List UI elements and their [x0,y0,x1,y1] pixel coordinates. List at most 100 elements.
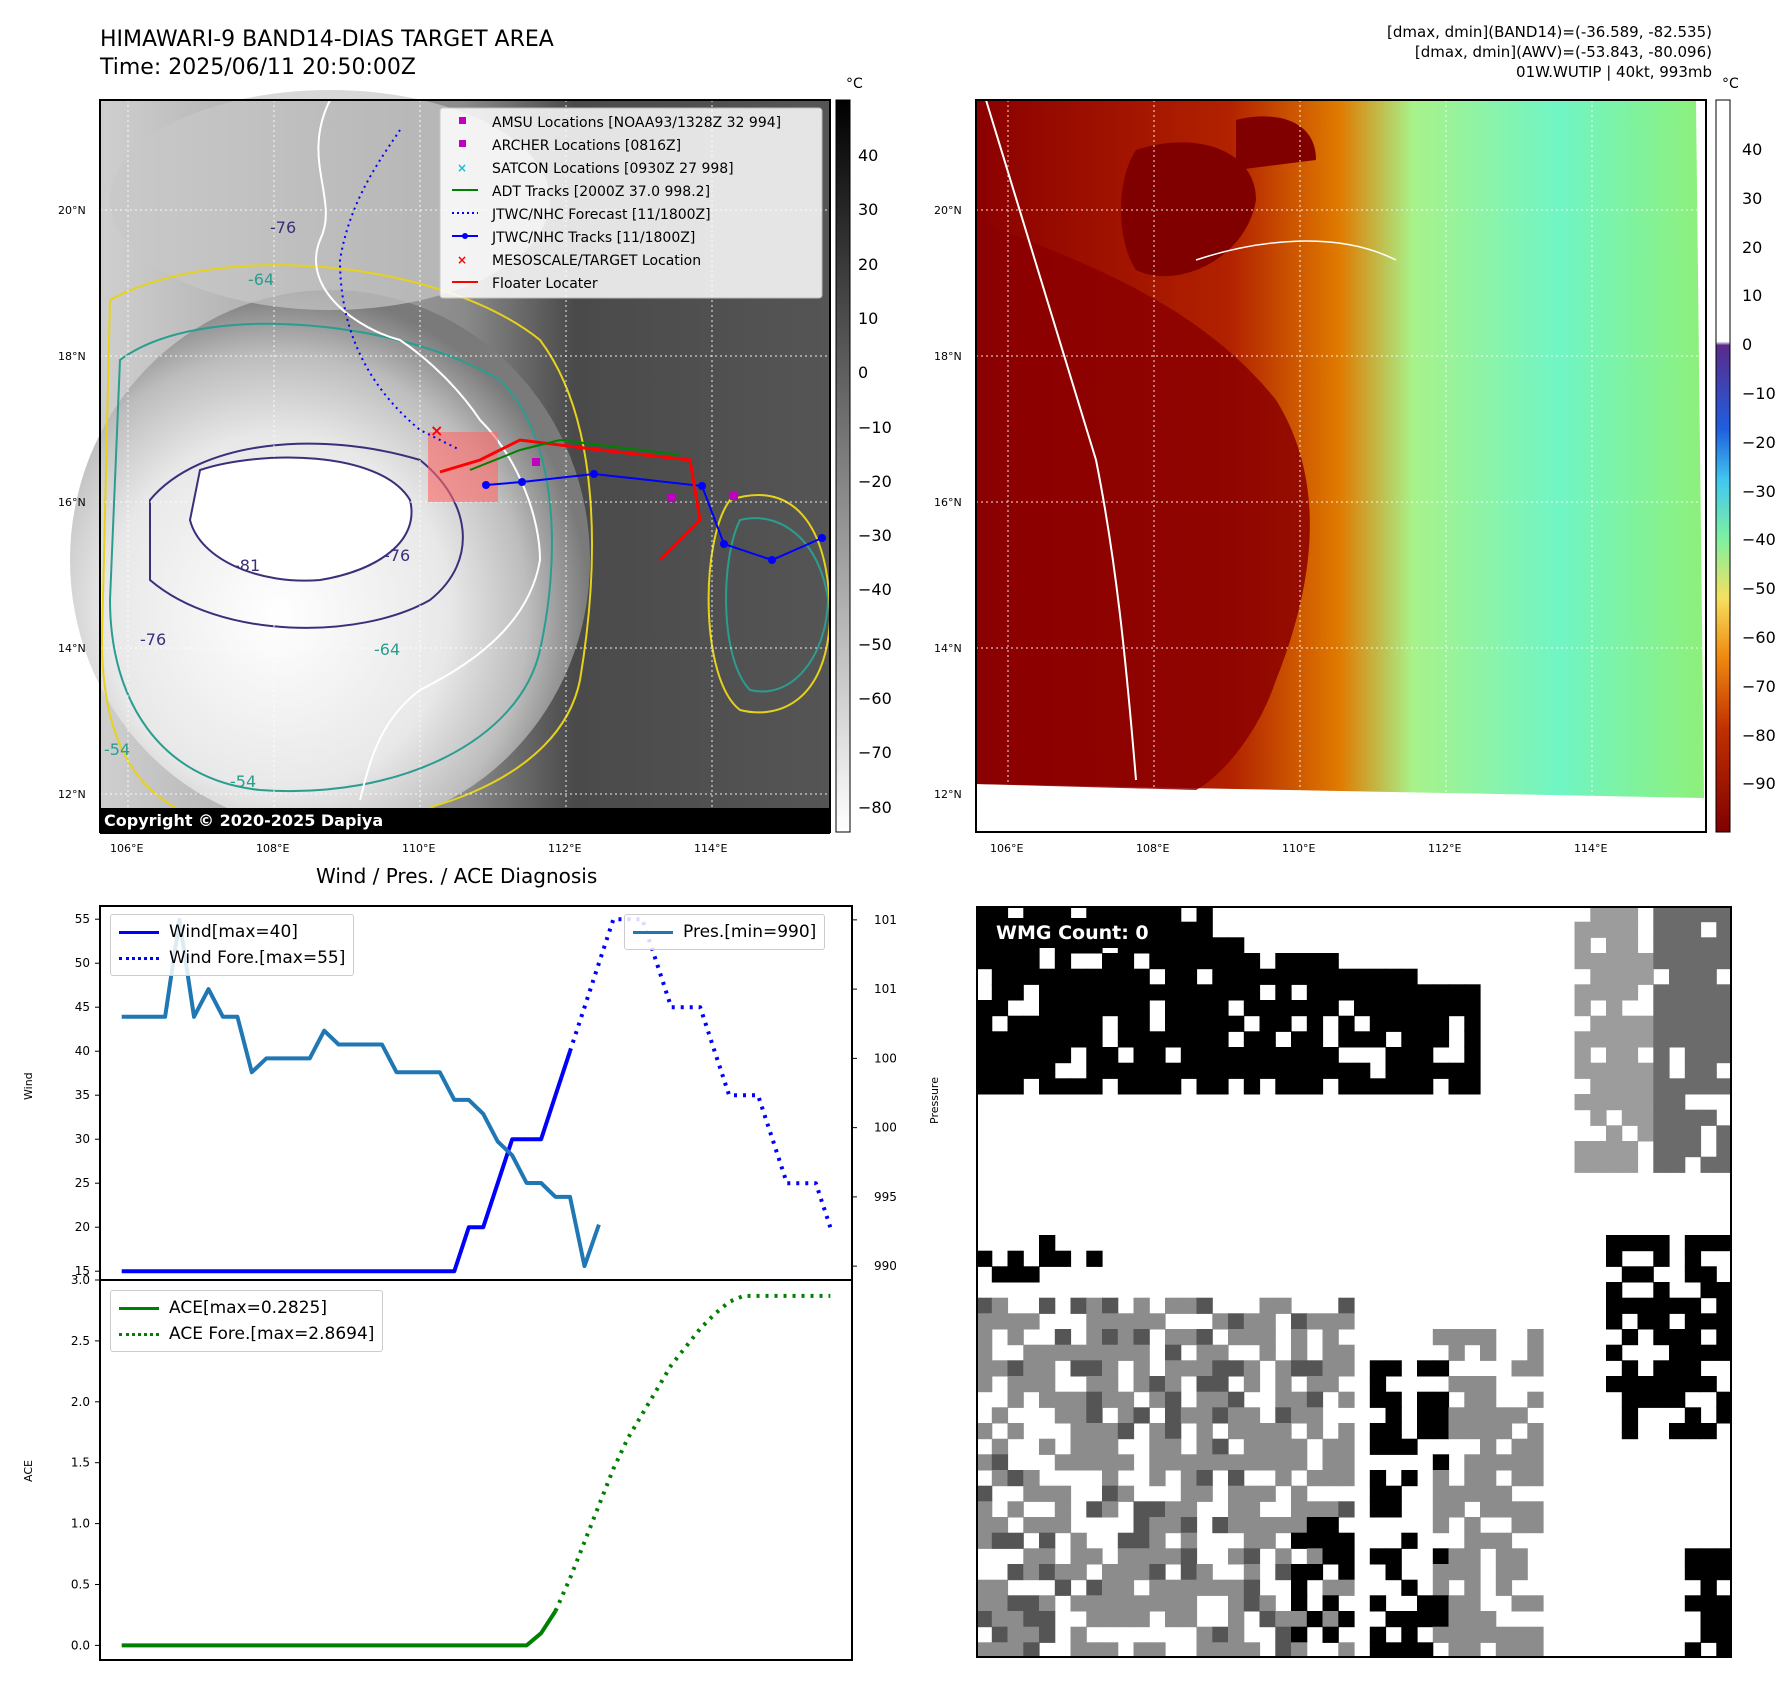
wmg-cell [1180,968,1198,985]
map-legend: AMSU Locations [NOAA93/1328Z 32 994] ARC… [492,112,781,296]
wmg-cell [1448,1062,1465,1079]
wmg-cell [1590,1031,1607,1048]
wmg-cell [1039,968,1056,985]
wmg-cell [1669,921,1686,938]
wmg-cell [1448,1000,1465,1017]
wmg-cell [1322,1611,1339,1628]
wmg-cell [1023,1564,1040,1581]
wmg-cell [1243,1047,1261,1064]
wmg-cell [1039,1062,1056,1079]
wmg-cell [1228,1423,1245,1440]
wmg-cell [1716,1015,1732,1032]
wmg-cell [1511,1454,1528,1471]
wmg-cell [1338,1015,1355,1032]
wmg-cell [1291,1579,1308,1596]
wmg-cell [1196,1297,1213,1314]
wmg-cell [976,1250,993,1267]
wmg-cell [1196,1078,1213,1095]
wmg-cell [1196,937,1213,954]
wmg-cell [1684,937,1702,954]
wmg-cell [1023,1595,1040,1612]
wmg-cell [1716,1548,1732,1565]
wmg-cell [1228,1579,1245,1596]
wmg-cell [1464,1031,1481,1048]
wmg-cell [1086,1376,1103,1393]
wmg-cell [1495,1485,1513,1502]
wmg-cell [1243,1532,1261,1549]
wmg-cell [1464,1423,1481,1440]
wmg-cell [1228,953,1245,970]
wmg-cell [1196,1015,1213,1032]
wmg-cell [991,1062,1009,1079]
wmg-cell [1196,921,1213,938]
wmg-cell [1007,1423,1024,1440]
wmg-cell [1417,1642,1434,1658]
wmg-cell [1511,1501,1528,1518]
wmg-cell [1669,1015,1686,1032]
wmg-cell [1180,1532,1198,1549]
wmg-cell [1054,1250,1072,1267]
wmg-cell [1243,1501,1261,1518]
wmg-cell [991,1470,1009,1487]
wmg-cell [1212,1031,1229,1048]
wmg-cell [1322,1626,1339,1643]
wmg-cell [1054,1329,1072,1346]
wmg-cell [1291,1360,1308,1377]
wmg-cell [1228,1470,1245,1487]
wmg-cell [1180,1517,1198,1534]
wmg-cell [1385,984,1402,1001]
wmg-cell [1243,1579,1261,1596]
wmg-cell [1637,1266,1654,1283]
wmg-cell [1653,1015,1670,1032]
wmg-cell [1165,1595,1182,1612]
floater-track [439,438,702,562]
wmg-cell [1117,1015,1135,1032]
wmg-cell [991,1532,1009,1549]
wmg-cell [991,1579,1009,1596]
wmg-cell [1306,1548,1324,1565]
wmg-cell [1306,1031,1324,1048]
wmg-cell [1669,1109,1686,1126]
wmg-cell [1133,1313,1150,1330]
wmg-cell [1070,1000,1087,1017]
colorbar-tick-label: −20 [1742,432,1776,452]
wmg-cell [1716,1282,1732,1299]
wmg-cell [1464,1376,1481,1393]
wmg-cell [1070,1564,1087,1581]
wmg-cell [1574,1156,1591,1173]
lon-label: 108°E [1136,842,1170,855]
ace-tick-label: 2.5 [71,1334,90,1348]
wmg-cell [1228,1329,1245,1346]
wmg-cell [976,1031,993,1048]
wmg-cell [1684,1141,1702,1158]
info-line-storm: 01W.WUTIP | 40kt, 993mb [1516,63,1712,81]
wmg-cell [1669,1156,1686,1173]
wmg-cell [991,1313,1009,1330]
wmg-cell [1306,1000,1324,1017]
wmg-cell [1511,1360,1528,1377]
wmg-cell [1228,1015,1245,1032]
wmg-cell [1070,984,1087,1001]
awv-colorbar [1715,99,1731,833]
wmg-cell [1117,968,1135,985]
wmg-cell [1716,1611,1732,1628]
wmg-cell [1149,1391,1166,1408]
wmg-cell [1432,1517,1450,1534]
wmg-cell [1259,1000,1276,1017]
wmg-cell [1322,1501,1339,1518]
wmg-cell [1684,1329,1702,1346]
wmg-cell [1401,1626,1418,1643]
wmg-cell [1165,1407,1182,1424]
wmg-cell [1448,1329,1465,1346]
wmg-cell [1385,1047,1402,1064]
wmg-cell [1086,1000,1103,1017]
wmg-cell [1401,1047,1418,1064]
wmg-cell [1621,906,1639,923]
wmg-cell [1464,1047,1481,1064]
wmg-cell [1369,1391,1387,1408]
pressure-tick-label: 1000 [874,1121,896,1135]
wmg-cell [1338,1313,1355,1330]
wmg-cell [1180,1470,1198,1487]
wmg-cell [991,1047,1009,1064]
